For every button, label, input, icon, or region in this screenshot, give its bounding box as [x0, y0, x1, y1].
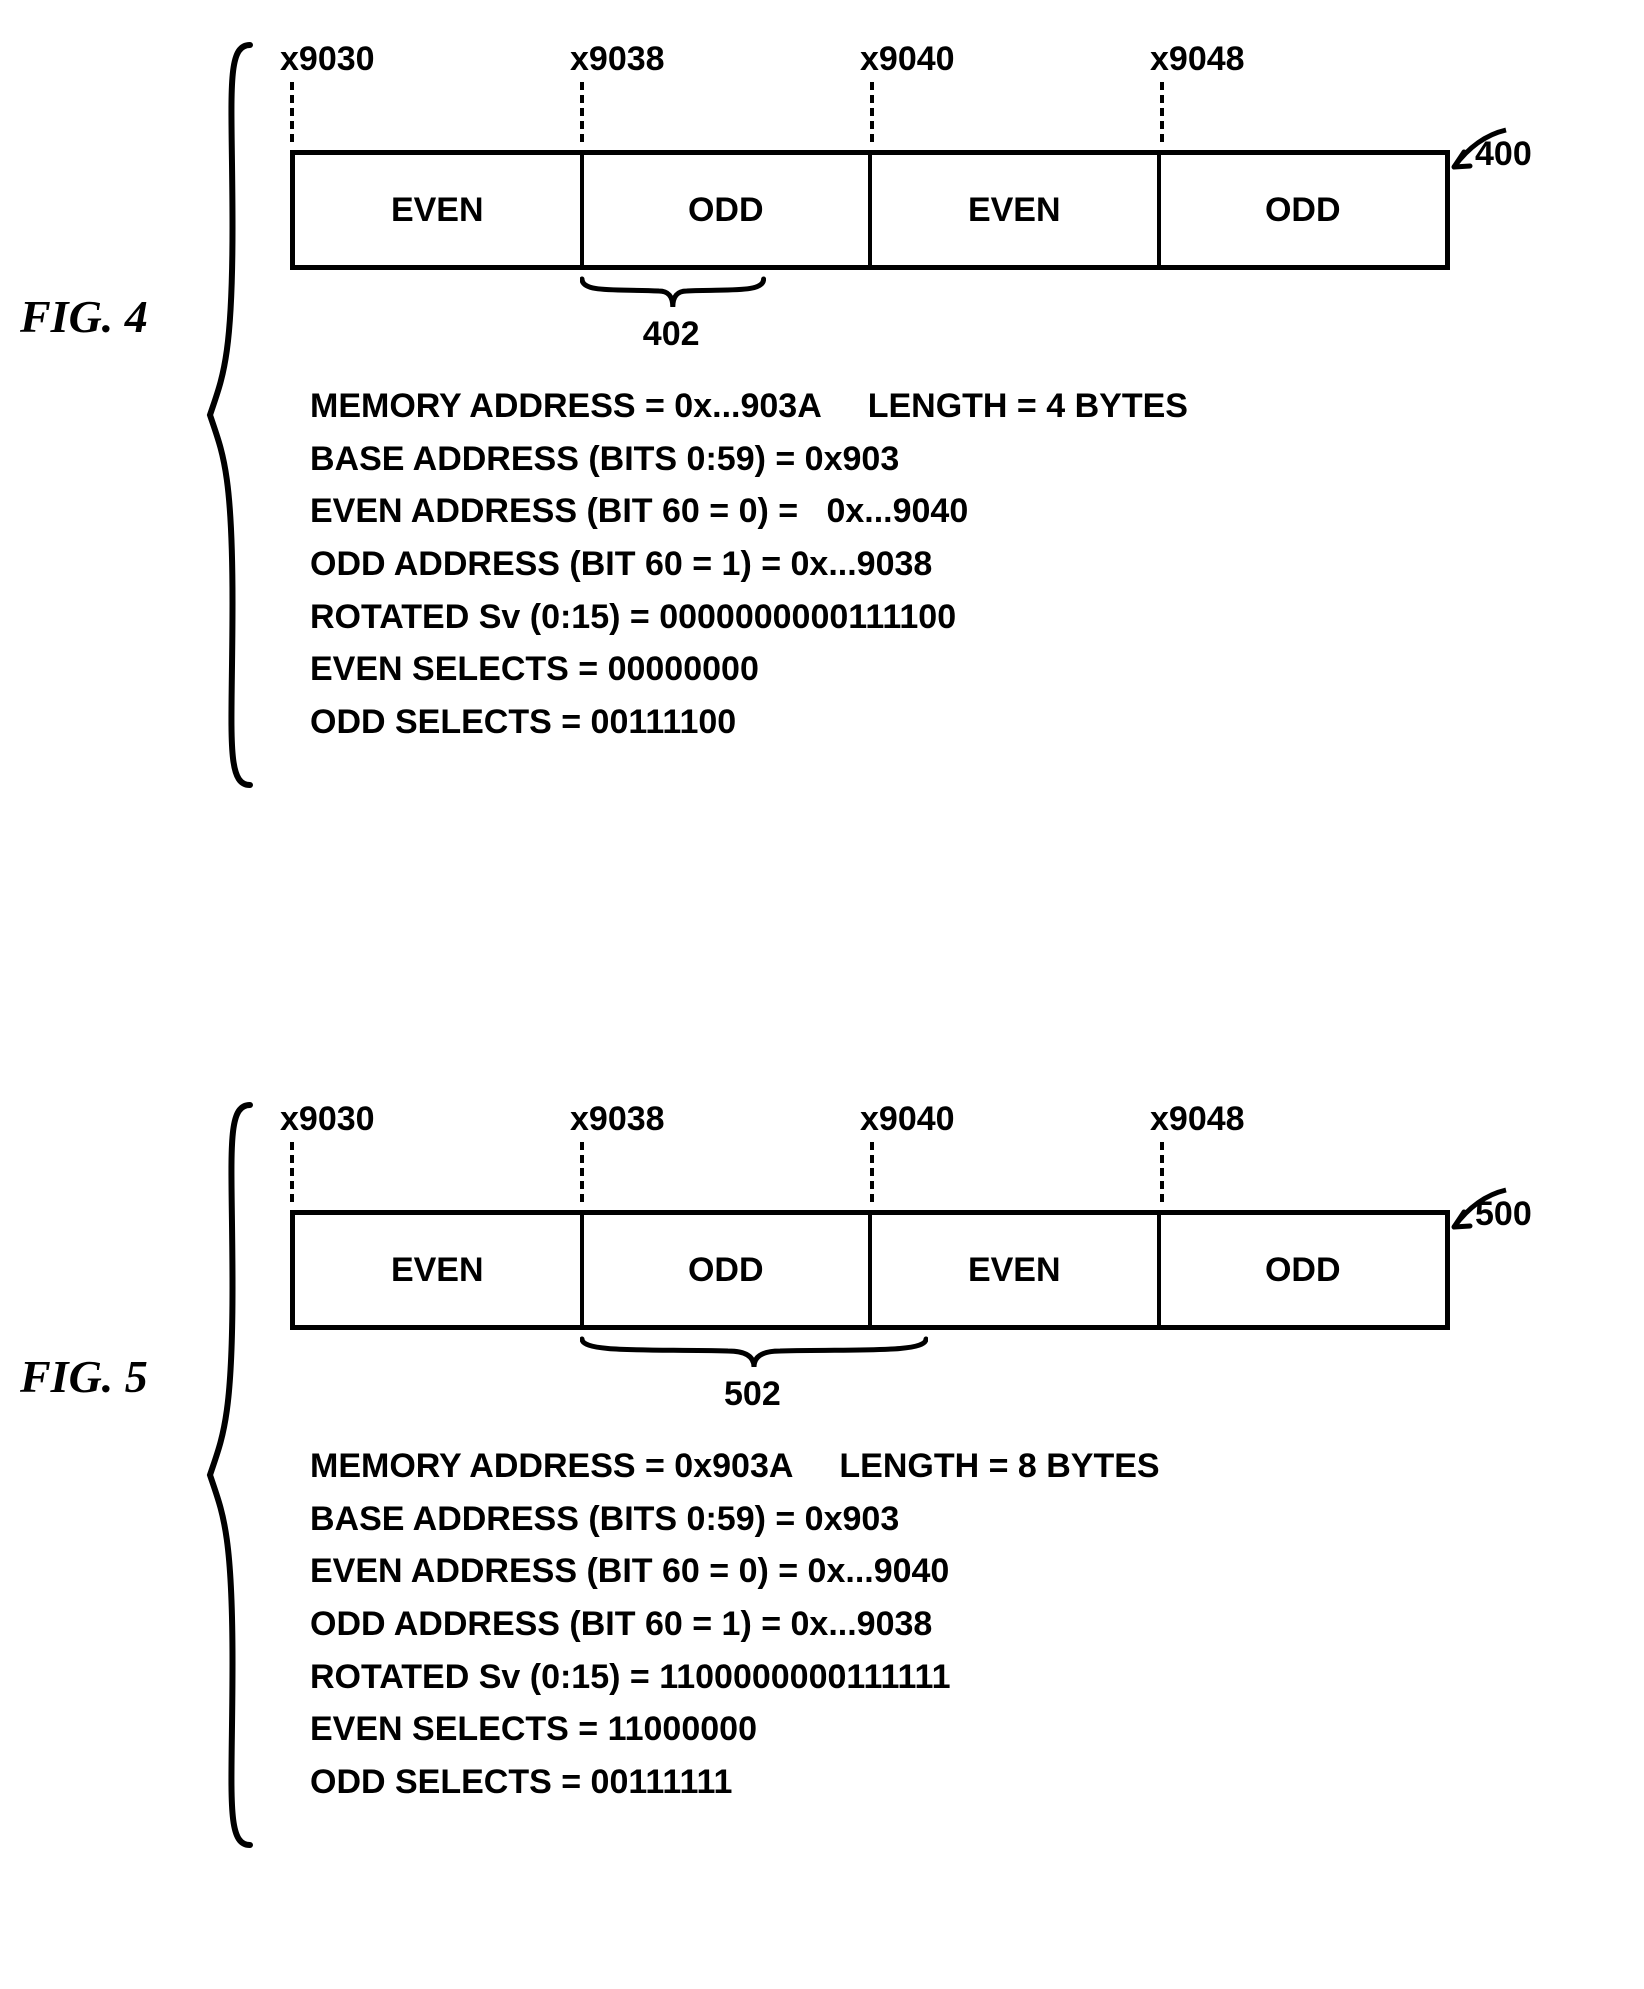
details-text: MEMORY ADDRESS = 0x903A LENGTH = 8 BYTES…: [310, 1440, 1160, 1809]
detail-line: ODD ADDRESS (BIT 60 = 1) = 0x...9038: [310, 538, 1188, 591]
figure-label: FIG. 4: [20, 290, 148, 343]
detail-line: EVEN ADDRESS (BIT 60 = 0) = 0x...9040: [310, 1545, 1160, 1598]
detail-line: MEMORY ADDRESS = 0x903A LENGTH = 8 BYTES: [310, 1440, 1160, 1493]
memory-cell: ODD: [584, 155, 873, 265]
memory-cell: EVEN: [295, 155, 584, 265]
address-label: x9040: [860, 40, 955, 79]
detail-line: EVEN SELECTS = 11000000: [310, 1703, 1160, 1756]
under-brace-label: 502: [724, 1375, 781, 1414]
memory-cell: EVEN: [872, 1215, 1161, 1325]
address-tick: [580, 82, 584, 142]
memory-cell: ODD: [1161, 1215, 1446, 1325]
address-tick: [1160, 1142, 1164, 1202]
detail-line: MEMORY ADDRESS = 0x...903A LENGTH = 4 BY…: [310, 380, 1188, 433]
detail-line: ODD SELECTS = 00111100: [310, 696, 1188, 749]
memory-row: EVENODDEVENODD: [290, 150, 1450, 270]
callout-arrow-icon: [1446, 1182, 1526, 1252]
detail-line: ODD ADDRESS (BIT 60 = 1) = 0x...9038: [310, 1598, 1160, 1651]
memory-cell: EVEN: [295, 1215, 584, 1325]
address-tick: [290, 1142, 294, 1202]
detail-line: BASE ADDRESS (BITS 0:59) = 0x903: [310, 433, 1188, 486]
figure-fig4: FIG. 4x9030x9038x9040x9048EVENODDEVENODD…: [0, 40, 1644, 890]
left-brace-icon: [205, 1100, 255, 1850]
address-label: x9048: [1150, 1100, 1245, 1139]
address-label: x9038: [570, 1100, 665, 1139]
figure-fig5: FIG. 5x9030x9038x9040x9048EVENODDEVENODD…: [0, 1100, 1644, 1950]
detail-line: ODD SELECTS = 00111111: [310, 1756, 1160, 1809]
address-label: x9030: [280, 1100, 375, 1139]
under-brace-icon: [580, 275, 766, 315]
memory-cell: ODD: [1161, 155, 1446, 265]
address-label: x9048: [1150, 40, 1245, 79]
address-tick: [870, 1142, 874, 1202]
figure-label: FIG. 5: [20, 1350, 148, 1403]
callout-arrow-icon: [1446, 122, 1526, 192]
address-tick: [1160, 82, 1164, 142]
memory-cell: ODD: [584, 1215, 873, 1325]
detail-line: EVEN SELECTS = 00000000: [310, 643, 1188, 696]
detail-line: ROTATED Sv (0:15) = 0000000000111100: [310, 591, 1188, 644]
under-brace-label: 402: [643, 315, 700, 354]
detail-line: BASE ADDRESS (BITS 0:59) = 0x903: [310, 1493, 1160, 1546]
detail-line: ROTATED Sv (0:15) = 1100000000111111: [310, 1651, 1160, 1704]
address-label: x9030: [280, 40, 375, 79]
left-brace-icon: [205, 40, 255, 790]
address-label: x9038: [570, 40, 665, 79]
detail-line: EVEN ADDRESS (BIT 60 = 0) = 0x...9040: [310, 485, 1188, 538]
memory-cell: EVEN: [872, 155, 1161, 265]
address-tick: [580, 1142, 584, 1202]
address-tick: [290, 82, 294, 142]
address-label: x9040: [860, 1100, 955, 1139]
details-text: MEMORY ADDRESS = 0x...903A LENGTH = 4 BY…: [310, 380, 1188, 749]
address-row: x9030x9038x9040x9048: [290, 40, 1450, 100]
memory-row: EVENODDEVENODD: [290, 1210, 1450, 1330]
address-row: x9030x9038x9040x9048: [290, 1100, 1450, 1160]
address-tick: [870, 82, 874, 142]
under-brace-icon: [580, 1335, 928, 1375]
